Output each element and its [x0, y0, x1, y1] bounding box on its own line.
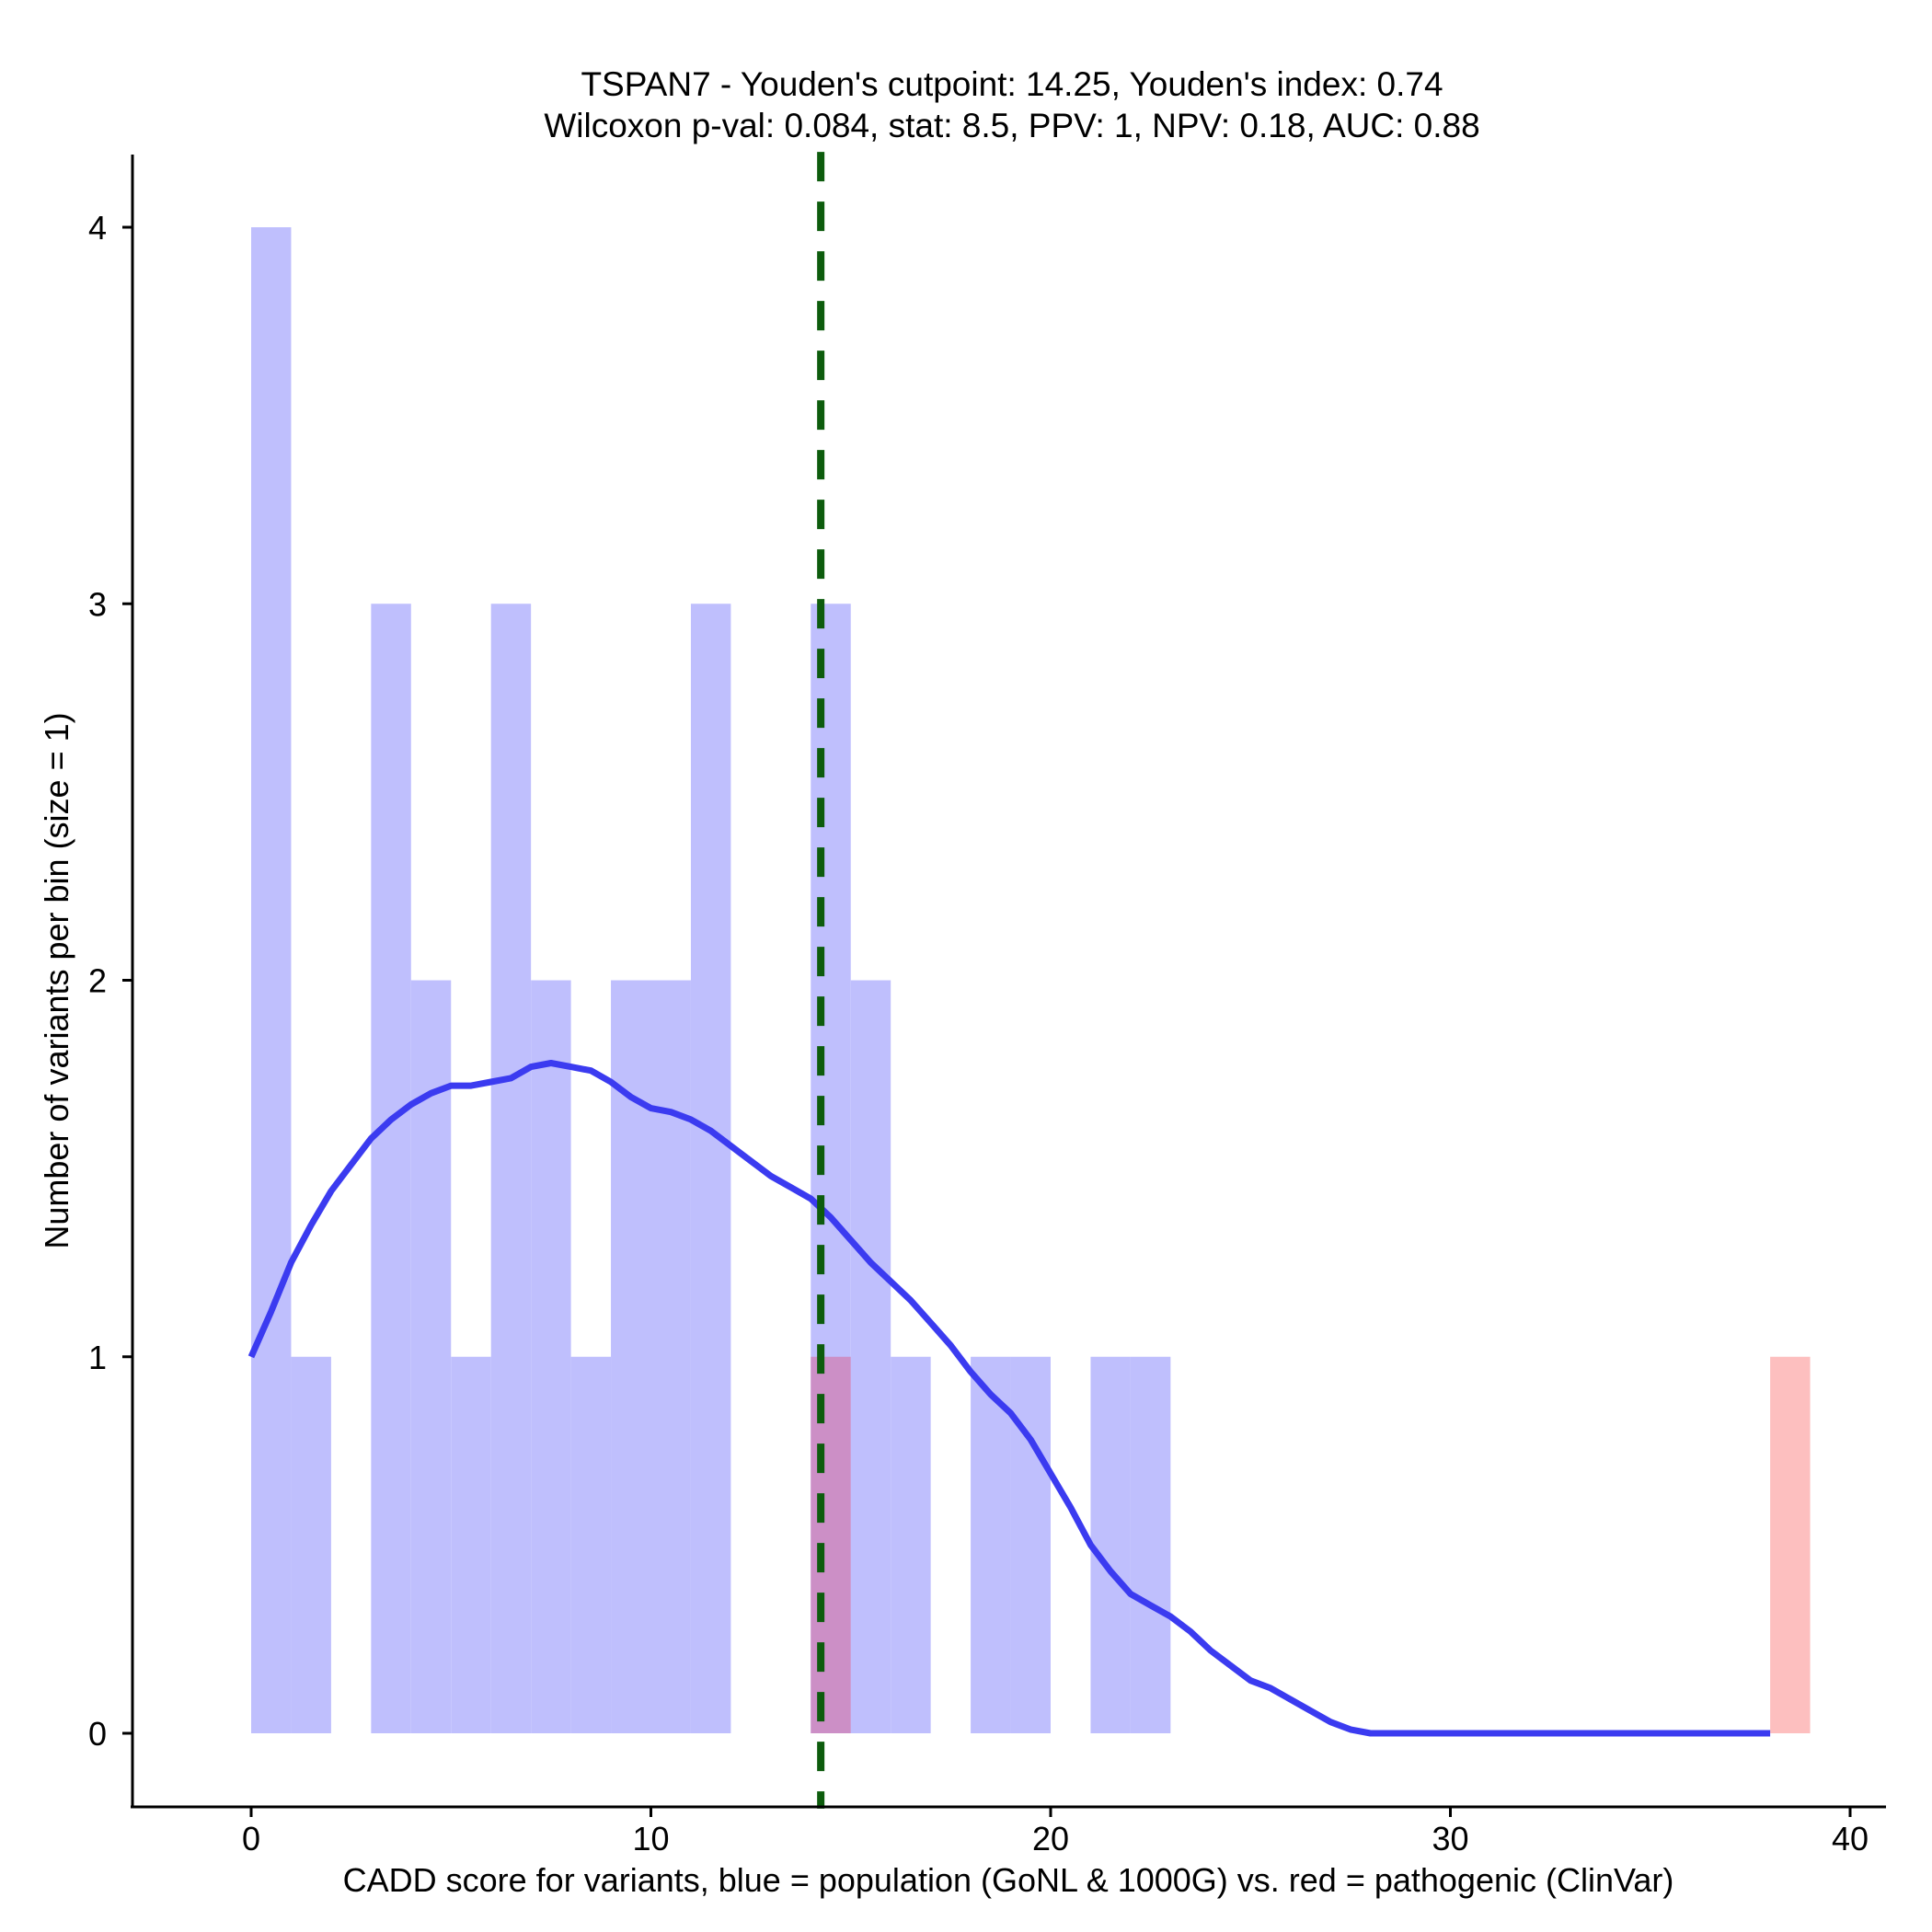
population-bar: [291, 1356, 331, 1733]
population-bar: [850, 980, 891, 1733]
chart-title-line-2: Wilcoxon p-val: 0.084, stat: 8.5, PPV: 1…: [544, 107, 1479, 144]
y-tick-label: 4: [88, 209, 107, 247]
population-bar: [971, 1356, 1011, 1733]
x-tick-label: 30: [1432, 1820, 1468, 1857]
population-bar: [891, 1356, 931, 1733]
density-curve: [247, 1060, 1771, 1737]
x-axis-title: CADD score for variants, blue = populati…: [343, 1861, 1674, 1899]
x-axis-ticks: 0 10 20 30 40: [242, 1807, 1869, 1857]
x-tick-label: 20: [1032, 1820, 1069, 1857]
population-bar: [410, 980, 452, 1733]
population-bar: [451, 1356, 491, 1733]
y-tick-label: 1: [88, 1339, 107, 1376]
x-tick-label: 40: [1832, 1820, 1869, 1857]
population-bar: [490, 604, 532, 1733]
y-axis-title: Number of variants per bin (size = 1): [38, 712, 75, 1248]
population-bar: [1010, 1356, 1051, 1733]
population-bar: [690, 604, 731, 1733]
population-bar: [1130, 1356, 1171, 1733]
population-bar: [371, 604, 411, 1733]
pathogenic-bar: [811, 1356, 851, 1733]
y-tick-label: 2: [88, 962, 107, 1000]
x-tick-label: 0: [242, 1820, 260, 1857]
density-layer: [247, 1060, 1771, 1737]
population-bar: [650, 980, 691, 1733]
pathogenic-bar: [1770, 1356, 1811, 1733]
population-bar: [570, 1356, 612, 1733]
population-bar: [1090, 1356, 1131, 1733]
population-bar: [251, 227, 292, 1733]
chart-title-line-1: TSPAN7 - Youden's cutpoint: 14.25, Youde…: [581, 65, 1443, 103]
population-bar: [531, 980, 571, 1733]
y-tick-label: 0: [88, 1715, 107, 1753]
y-tick-label: 3: [88, 585, 107, 623]
x-tick-label: 10: [632, 1820, 669, 1857]
y-axis-ticks: 0 1 2 3 4: [88, 209, 132, 1753]
